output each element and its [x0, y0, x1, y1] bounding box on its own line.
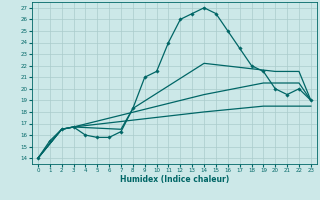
X-axis label: Humidex (Indice chaleur): Humidex (Indice chaleur) — [120, 175, 229, 184]
